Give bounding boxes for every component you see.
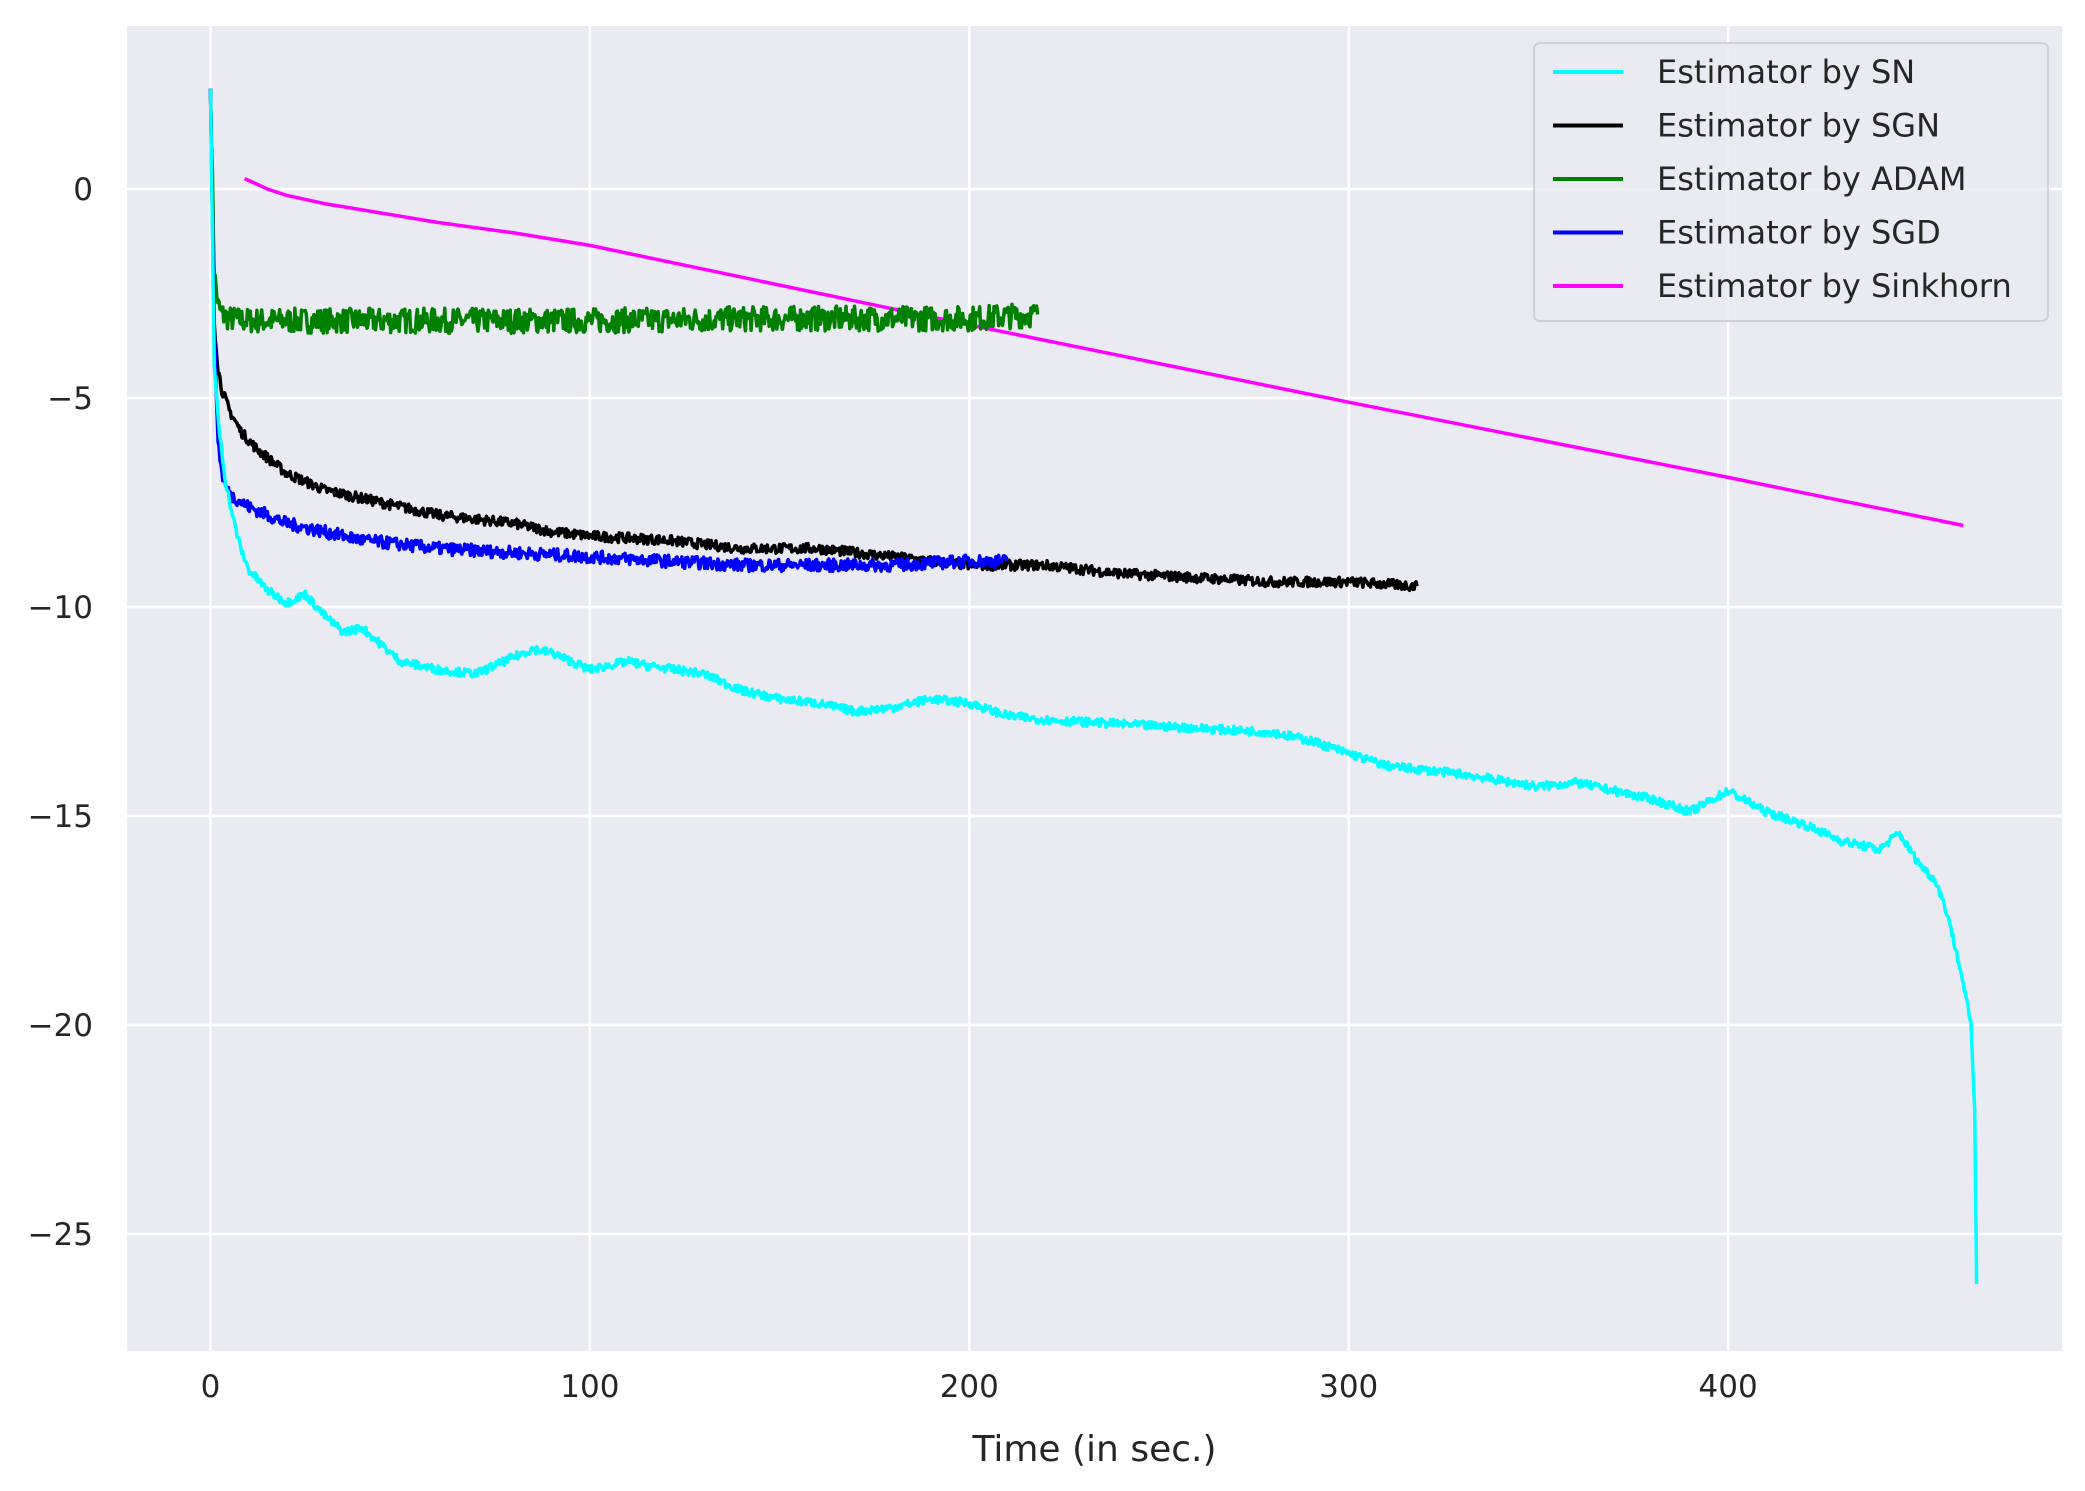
x-tick-labels: 0 100 200 300 400 bbox=[201, 1369, 1758, 1405]
grid-lines bbox=[127, 26, 2062, 1351]
x-tick-label: 300 bbox=[1319, 1369, 1378, 1405]
legend-entry: Estimator by SN bbox=[1657, 53, 1915, 91]
x-tick-label: 0 bbox=[201, 1369, 221, 1405]
x-tick-label: 200 bbox=[940, 1369, 999, 1405]
series-lines bbox=[208, 88, 1979, 1285]
legend-entry: Estimator by Sinkhorn bbox=[1657, 267, 2012, 305]
legend-entry: Estimator by SGN bbox=[1657, 107, 1940, 145]
legend-entry: Estimator by SGD bbox=[1657, 214, 1941, 252]
y-tick-label: −20 bbox=[28, 1008, 93, 1044]
y-tick-label: −5 bbox=[47, 381, 93, 417]
x-tick-label: 400 bbox=[1699, 1369, 1758, 1405]
y-tick-label: −25 bbox=[28, 1217, 93, 1253]
legend-box bbox=[1533, 42, 2049, 322]
y-tick-label: −15 bbox=[28, 799, 93, 835]
series-line-1 bbox=[208, 88, 1419, 593]
series-line-0 bbox=[208, 88, 1979, 1285]
x-tick-label: 100 bbox=[560, 1369, 619, 1405]
legend: Estimator by SN Estimator by SGN Estimator… bbox=[1533, 42, 2049, 322]
y-tick-labels: 0 −5 −10 −15 −20 −25 bbox=[28, 172, 93, 1253]
series-line-2 bbox=[208, 88, 1040, 335]
y-tick-label: −10 bbox=[28, 590, 93, 626]
legend-entry: Estimator by ADAM bbox=[1657, 160, 1966, 198]
y-tick-label: 0 bbox=[73, 172, 93, 208]
series-line-4 bbox=[243, 177, 1964, 528]
series-line-3 bbox=[208, 88, 1009, 574]
x-axis-label: Time (in sec.) bbox=[971, 1429, 1216, 1470]
